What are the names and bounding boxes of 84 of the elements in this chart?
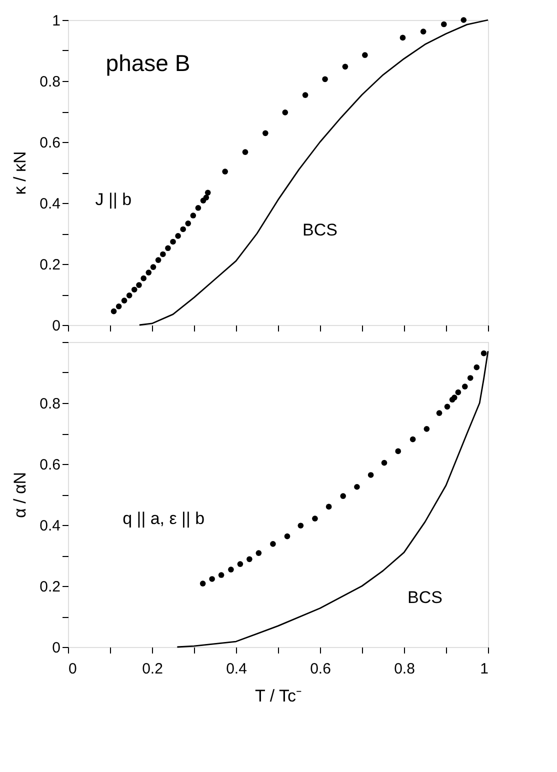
point <box>195 204 202 211</box>
point <box>340 493 346 499</box>
x-tick-label: 0.2 <box>142 660 163 678</box>
point <box>200 580 206 586</box>
x-tick-label: 0.8 <box>394 660 415 678</box>
point <box>155 257 162 263</box>
point <box>242 149 248 155</box>
point <box>480 350 487 356</box>
point <box>284 533 290 540</box>
point <box>218 572 224 578</box>
point <box>150 264 156 270</box>
point <box>131 286 138 293</box>
y-tick-label: 0 <box>52 640 60 656</box>
point <box>126 292 132 298</box>
x-tick-label: 0.6 <box>310 660 331 678</box>
point <box>209 576 215 582</box>
point <box>190 212 196 218</box>
point <box>420 28 426 34</box>
point <box>354 484 360 490</box>
point <box>146 270 152 276</box>
x-tick-label: 0 <box>68 660 77 678</box>
y-tick-label: 0.2 <box>40 578 60 596</box>
y-tick-label: 1 <box>52 12 60 30</box>
point <box>424 426 430 432</box>
point <box>467 375 474 381</box>
point <box>460 17 467 23</box>
y-tick-label: 0.4 <box>40 196 60 212</box>
point <box>462 384 468 390</box>
point <box>170 238 176 245</box>
point <box>282 110 288 116</box>
y-tick-label: 0.8 <box>40 74 60 90</box>
annotation: BCS <box>302 220 338 240</box>
x-axis-title: T / Tc⁻ <box>255 686 302 706</box>
point <box>160 251 166 258</box>
point <box>322 76 328 82</box>
y-tick-label: 0.6 <box>40 456 60 474</box>
y-tick-label: 0 <box>52 318 60 334</box>
y-tick-label: 0.6 <box>40 134 60 152</box>
point <box>180 226 186 232</box>
point <box>140 275 147 282</box>
y-tick-label: 0.4 <box>40 518 60 534</box>
point <box>368 472 374 478</box>
point <box>362 52 368 58</box>
point <box>302 92 308 98</box>
y-tick-label: 0.2 <box>40 256 60 274</box>
point <box>237 561 244 567</box>
point <box>474 364 480 370</box>
point <box>165 245 171 252</box>
point <box>203 194 210 200</box>
point <box>256 550 262 556</box>
point <box>400 34 406 41</box>
point <box>204 190 211 196</box>
y-tick-label: 0.8 <box>40 396 60 412</box>
point <box>262 130 268 136</box>
point <box>342 64 348 70</box>
point <box>121 298 128 304</box>
y-axis-title: κ / κN <box>10 151 30 195</box>
point <box>381 460 388 466</box>
point <box>228 566 234 572</box>
point <box>312 516 318 522</box>
point <box>410 436 416 442</box>
point <box>440 21 447 28</box>
point <box>246 556 252 562</box>
point <box>326 504 332 510</box>
point <box>298 522 304 529</box>
annotation: J || b <box>95 190 132 209</box>
y-axis-title: α / αN <box>10 472 30 518</box>
point <box>175 233 181 239</box>
point <box>116 303 122 310</box>
point <box>270 541 276 547</box>
point <box>444 404 450 410</box>
x-tick-label: 0.4 <box>226 660 247 678</box>
annotation: BCS <box>408 588 442 608</box>
point <box>185 220 192 226</box>
x-tick-label: 1 <box>480 660 488 678</box>
annotation: q || a, ε || b <box>122 508 205 528</box>
point <box>136 282 142 288</box>
point <box>436 410 442 416</box>
point <box>451 394 458 400</box>
point <box>222 168 228 174</box>
point <box>395 448 402 454</box>
point <box>110 308 117 314</box>
point <box>455 389 462 396</box>
annotation: phase B <box>106 50 190 76</box>
